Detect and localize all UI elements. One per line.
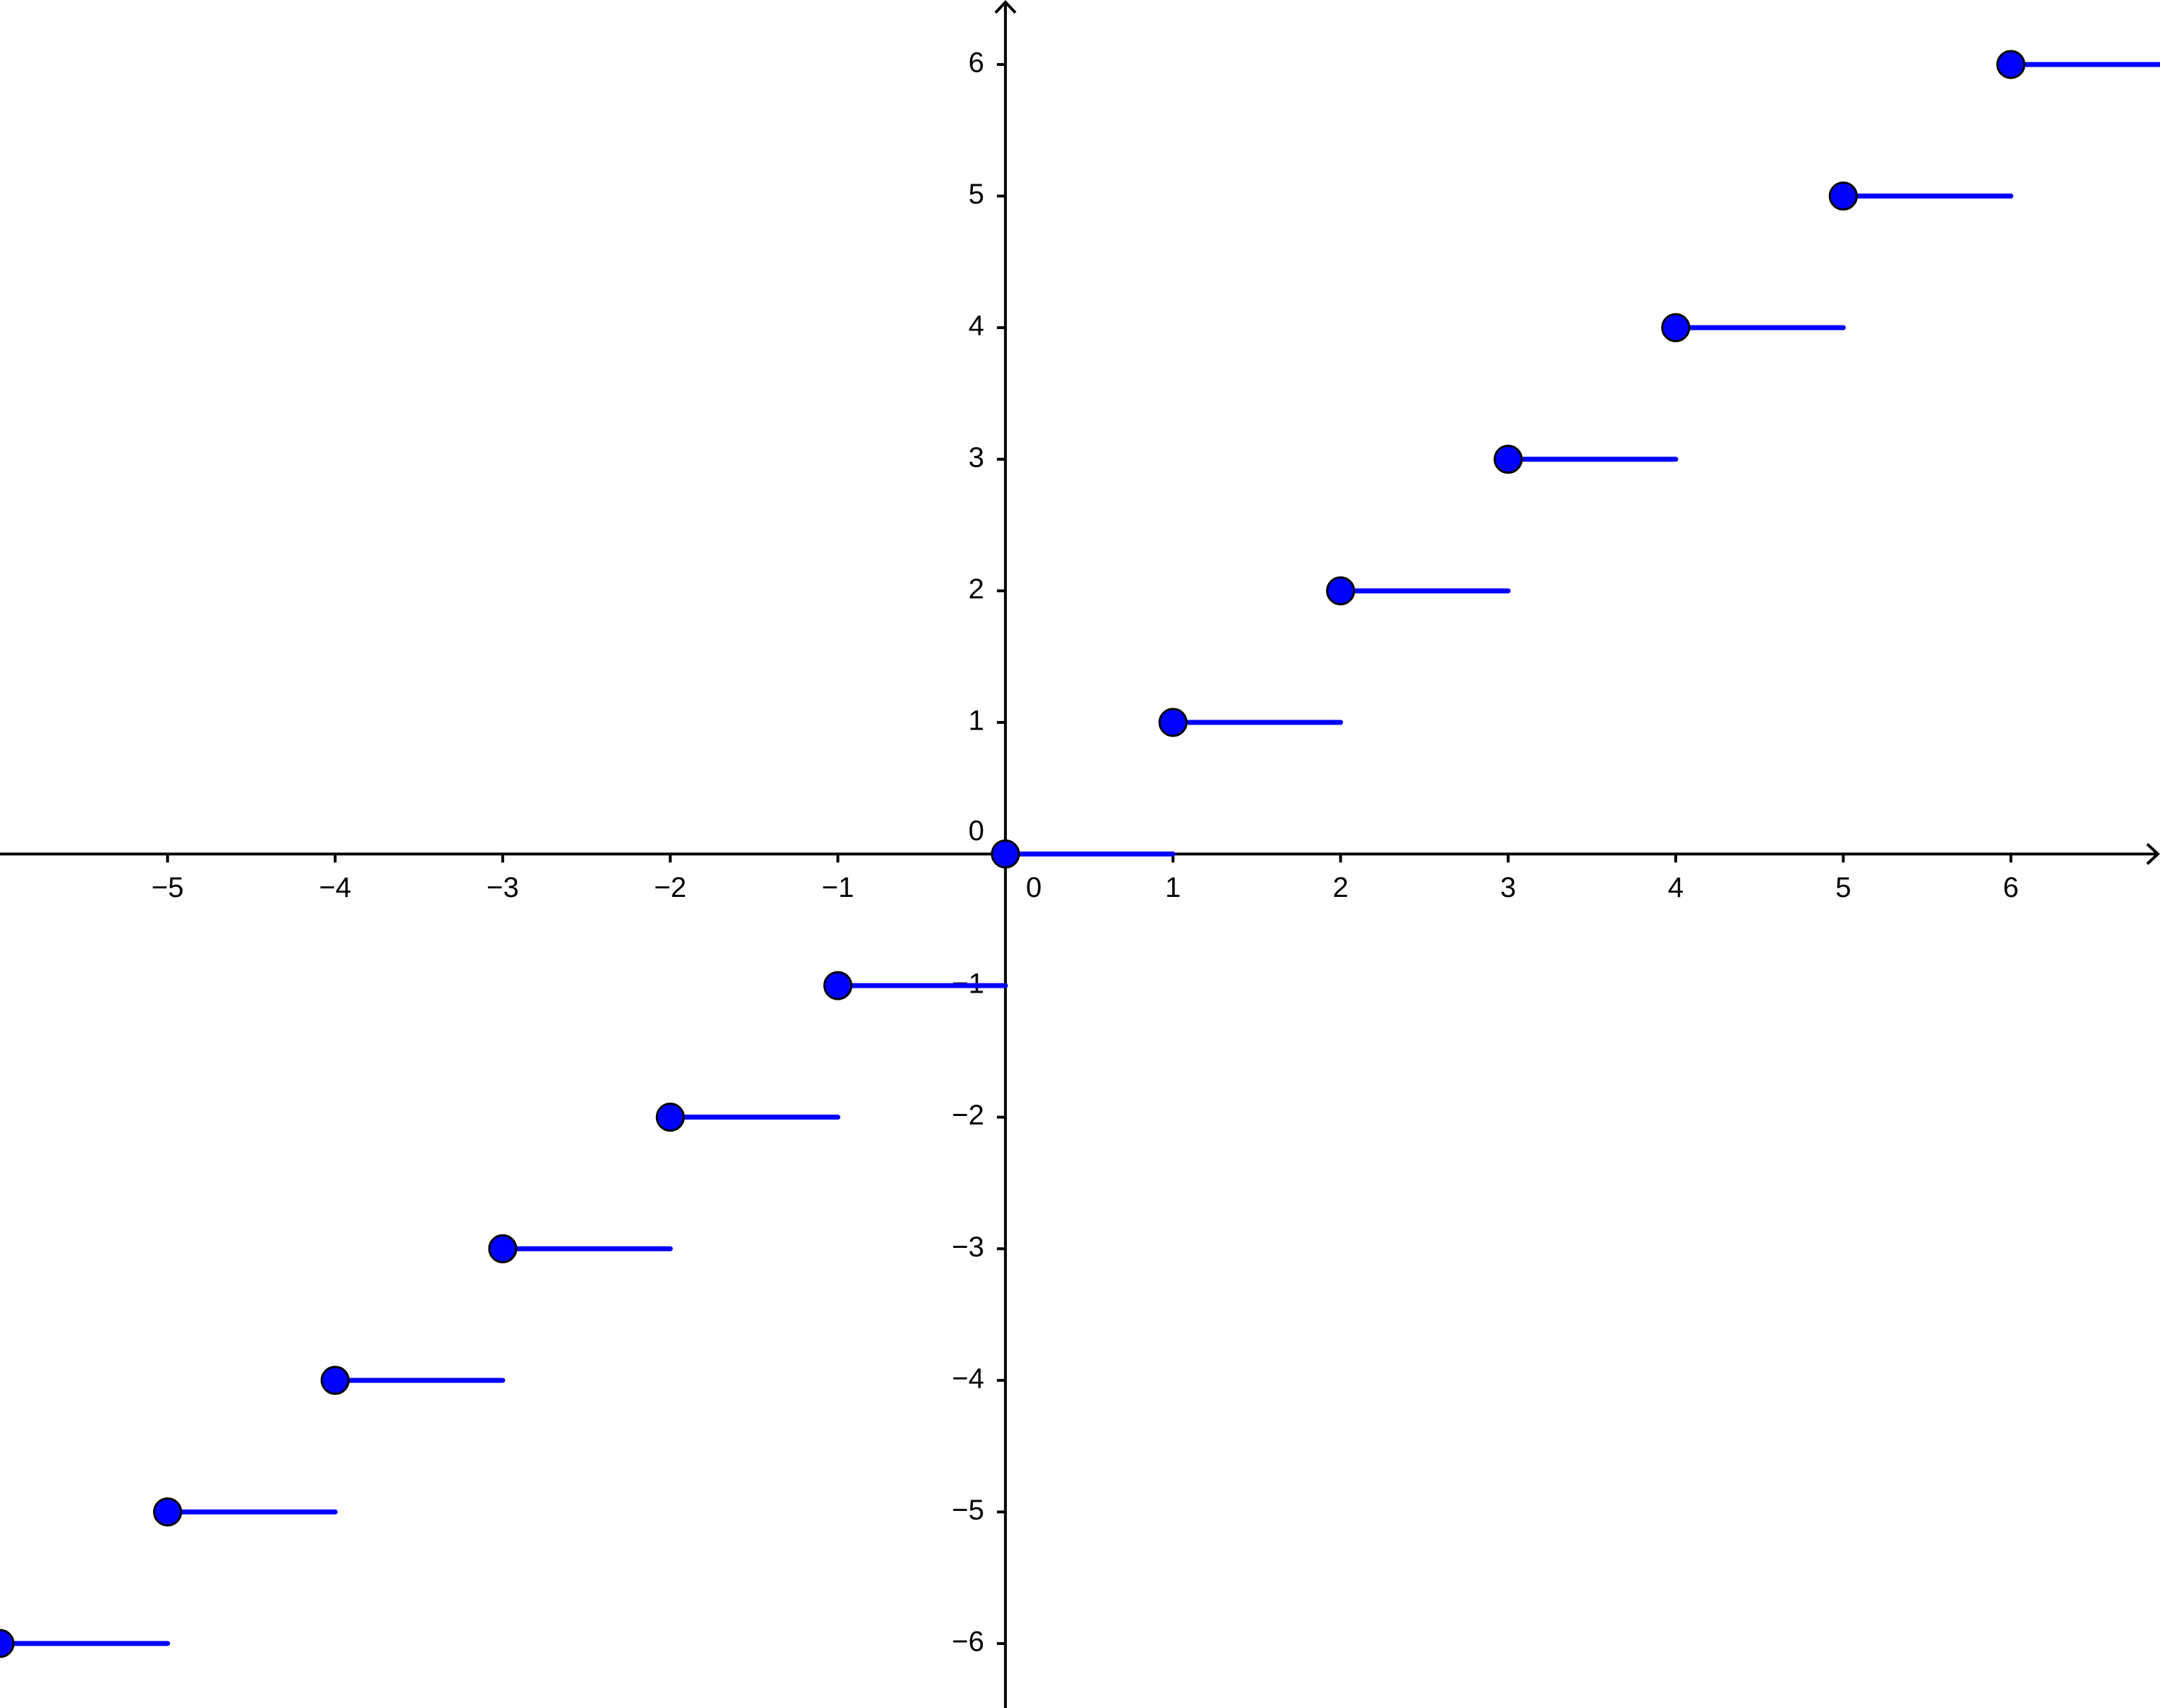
y-tick-label: 0 [969, 815, 984, 847]
closed-point [152, 1497, 182, 1526]
x-tick-label: −3 [486, 872, 519, 903]
closed-point [1828, 182, 1858, 211]
closed-point [1158, 708, 1188, 737]
y-axis-arrow [994, 0, 1017, 14]
y-tick-label: −2 [952, 1100, 984, 1131]
closed-point [0, 1629, 15, 1658]
y-tick-label: 1 [969, 705, 984, 736]
closed-point [321, 1366, 350, 1395]
y-tick-label: −5 [952, 1495, 984, 1526]
y-tick-label: −4 [952, 1363, 984, 1394]
y-tick-label: 2 [969, 574, 984, 605]
closed-point [655, 1103, 685, 1132]
x-tick-label: 0 [1026, 872, 1042, 903]
y-tick-label: 3 [969, 442, 984, 473]
closed-point [1661, 313, 1691, 342]
x-axis-arrow [2146, 843, 2160, 865]
y-tick-label: 4 [969, 311, 984, 342]
closed-point [823, 971, 853, 1000]
x-tick-label: 6 [2003, 872, 2019, 903]
y-tick-label: 6 [969, 48, 984, 79]
x-tick-label: 1 [1165, 872, 1181, 903]
closed-point [1493, 445, 1523, 474]
closed-point [1996, 50, 2026, 79]
x-tick-label: −1 [822, 872, 854, 903]
x-tick-label: 4 [1668, 872, 1683, 903]
x-tick-label: −2 [654, 872, 686, 903]
x-tick-label: 3 [1501, 872, 1516, 903]
closed-point [991, 839, 1020, 869]
x-tick-label: 2 [1332, 872, 1348, 903]
closed-point [1325, 576, 1355, 605]
y-tick-label: 5 [969, 179, 984, 210]
closed-point [488, 1234, 518, 1263]
x-tick-label: −4 [319, 872, 352, 903]
x-tick-label: 5 [1835, 872, 1851, 903]
y-tick-label: −6 [952, 1626, 984, 1658]
y-tick-label: −3 [952, 1232, 984, 1263]
x-tick-label: −5 [152, 872, 184, 903]
